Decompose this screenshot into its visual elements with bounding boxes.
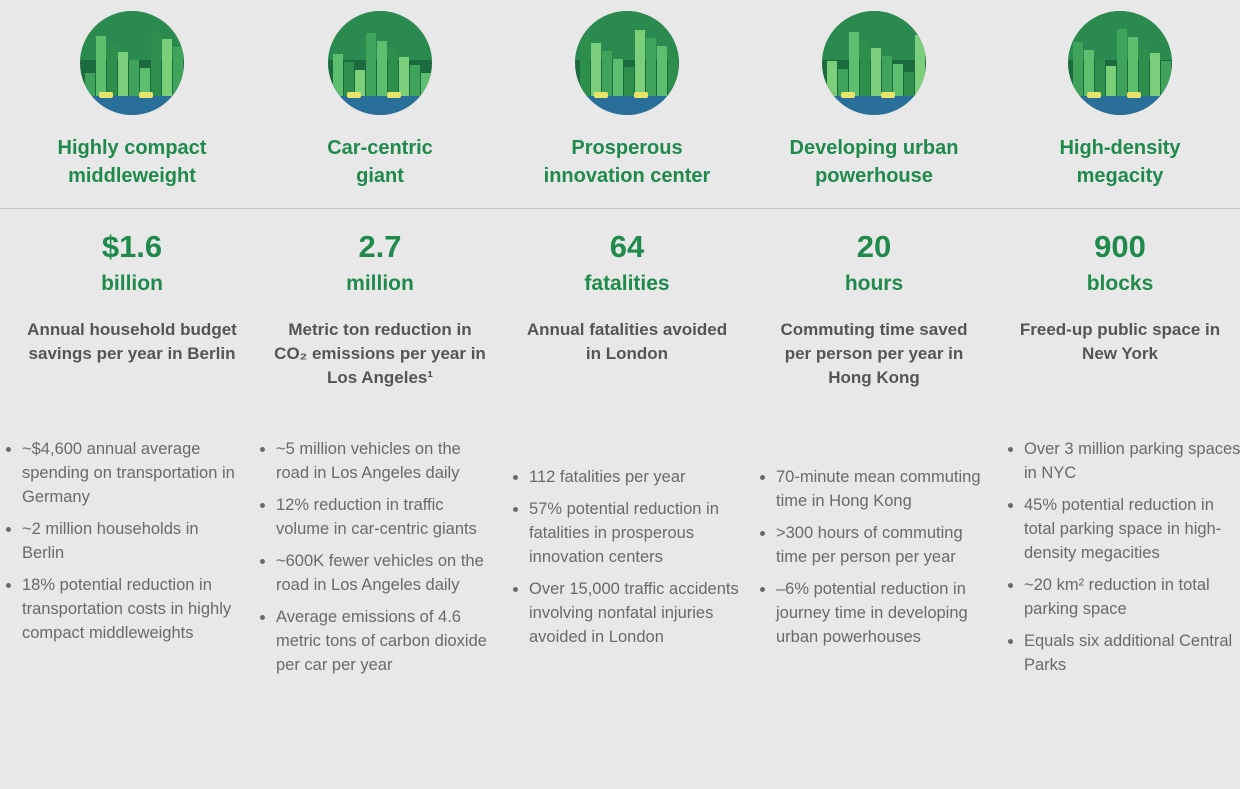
city-icon <box>327 10 433 116</box>
bullet-item: Average emissions of 4.6 metric tons of … <box>276 605 494 677</box>
stat-value: 2.7 <box>256 230 504 264</box>
bullet-item: 18% potential reduction in transportatio… <box>22 573 240 645</box>
description: Annual fatalities avoided in London <box>519 318 735 366</box>
bullet-list: ~$4,600 annual average spending on trans… <box>8 437 240 653</box>
stat-unit: fatalities <box>503 271 751 297</box>
stat-unit: billion <box>8 271 256 297</box>
description: Freed-up public space in New York <box>1012 318 1228 366</box>
stat-unit: blocks <box>996 271 1240 297</box>
stat-unit: hours <box>750 271 998 297</box>
bullet-item: ~2 million households in Berlin <box>22 517 240 565</box>
bullet-item: Over 3 million parking spaces in NYC <box>1024 437 1240 485</box>
bullet-item: 45% potential reduction in total parking… <box>1024 493 1240 565</box>
stat-value: $1.6 <box>8 230 256 264</box>
title-line: High-density <box>996 134 1240 162</box>
title-line: innovation center <box>503 162 751 190</box>
city-icon <box>821 10 927 116</box>
bullet-item: 70-minute mean commuting time in Hong Ko… <box>776 465 994 513</box>
title-line: middleweight <box>8 162 256 190</box>
bullet-item: ~600K fewer vehicles on the road in Los … <box>276 549 494 597</box>
bullet-item: –6% potential reduction in journey time … <box>776 577 994 649</box>
bullet-item: Over 15,000 traffic accidents involving … <box>529 577 747 649</box>
title-line: Highly compact <box>8 134 256 162</box>
stat-unit: million <box>256 271 504 297</box>
bullet-list: ~5 million vehicles on the road in Los A… <box>262 437 494 685</box>
bullet-item: >300 hours of commuting time per person … <box>776 521 994 569</box>
bullet-item: 57% potential reduction in fatalities in… <box>529 497 747 569</box>
bullet-item: 112 fatalities per year <box>529 465 747 489</box>
stat-value: 20 <box>750 230 998 264</box>
infographic: Highly compactmiddleweight $1.6 billion Ann… <box>0 0 1240 789</box>
title-line: powerhouse <box>750 162 998 190</box>
city-icon <box>1067 10 1173 116</box>
title-line: Developing urban <box>750 134 998 162</box>
city-icon <box>79 10 185 116</box>
bullet-list: 70-minute mean commuting time in Hong Ko… <box>762 465 994 657</box>
stat-value: 900 <box>996 230 1240 264</box>
bullet-item: ~5 million vehicles on the road in Los A… <box>276 437 494 485</box>
bullet-item: ~$4,600 annual average spending on trans… <box>22 437 240 509</box>
city-icon <box>574 10 680 116</box>
bullet-item: ~20 km² reduction in total parking space <box>1024 573 1240 621</box>
bullet-item: 12% reduction in traffic volume in car-c… <box>276 493 494 541</box>
bullet-item: Equals six additional Central Parks <box>1024 629 1240 677</box>
bullet-list: 112 fatalities per year 57% potential red… <box>515 465 747 657</box>
bullet-list: Over 3 million parking spaces in NYC 45% … <box>1010 437 1240 685</box>
title-line: megacity <box>996 162 1240 190</box>
description: Annual household budget savings per year… <box>24 318 240 366</box>
title-line: Car-centric <box>256 134 504 162</box>
stat-value: 64 <box>503 230 751 264</box>
title-line: Prosperous <box>503 134 751 162</box>
title-line: giant <box>256 162 504 190</box>
description: Commuting time saved per person per year… <box>766 318 982 390</box>
description: Metric ton reduction in CO₂ emissions pe… <box>272 318 488 390</box>
